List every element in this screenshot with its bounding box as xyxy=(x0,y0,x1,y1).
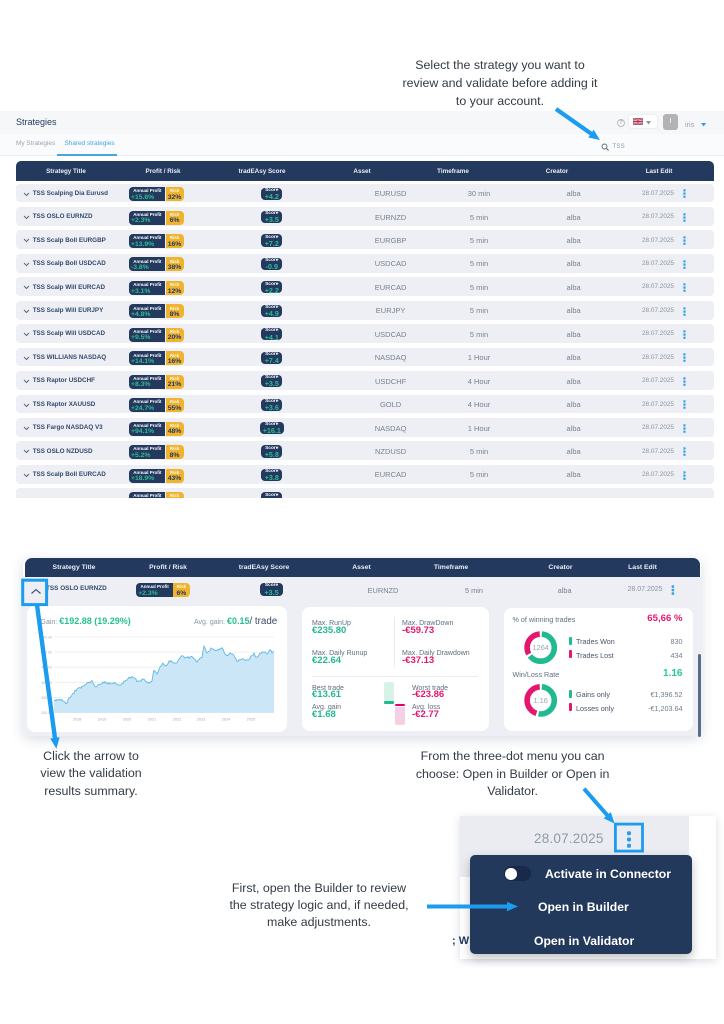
svg-text:450.00: 450.00 xyxy=(41,666,52,670)
svg-text:400.00: 400.00 xyxy=(41,681,52,685)
svg-text:2023: 2023 xyxy=(197,718,205,722)
svg-text:300.00: 300.00 xyxy=(41,711,52,715)
svg-text:1264: 1264 xyxy=(532,643,548,652)
svg-text:2025: 2025 xyxy=(247,718,255,722)
svg-text:2024: 2024 xyxy=(222,718,230,722)
svg-text:2022: 2022 xyxy=(173,718,181,722)
svg-text:2020: 2020 xyxy=(123,718,131,722)
svg-text:2019: 2019 xyxy=(98,718,106,722)
svg-text:500.00: 500.00 xyxy=(41,651,52,655)
svg-text:550.00: 550.00 xyxy=(41,636,52,640)
svg-text:2021: 2021 xyxy=(148,718,156,722)
svg-text:1.16: 1.16 xyxy=(533,696,547,705)
svg-text:350.00: 350.00 xyxy=(41,696,52,700)
svg-text:2018: 2018 xyxy=(73,718,81,722)
